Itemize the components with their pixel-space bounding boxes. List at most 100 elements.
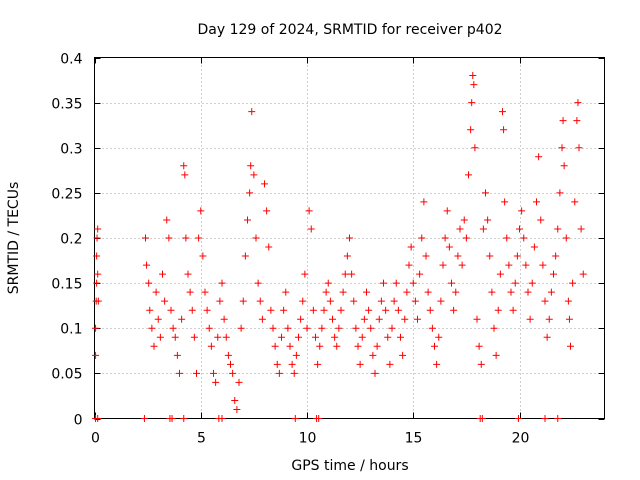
data-point <box>150 342 158 350</box>
data-point <box>188 306 196 314</box>
data-point <box>182 234 190 242</box>
data-point <box>250 171 258 179</box>
data-point <box>418 234 426 242</box>
data-point <box>556 189 564 197</box>
data-point <box>280 306 288 314</box>
data-point <box>547 288 555 296</box>
data-point <box>145 279 153 287</box>
data-point <box>565 315 573 323</box>
data-point <box>416 270 424 278</box>
zero-marker <box>291 415 299 422</box>
data-points <box>92 72 587 413</box>
data-point <box>224 351 232 359</box>
data-point <box>365 306 373 314</box>
data-point <box>465 171 472 179</box>
data-point <box>316 342 324 350</box>
data-point <box>433 360 441 368</box>
y-axis-label: SRMTID / TECUs <box>6 182 22 295</box>
data-point <box>574 99 582 107</box>
data-point <box>329 315 336 323</box>
zero-marker <box>140 415 148 422</box>
data-point <box>161 297 169 305</box>
data-point <box>244 216 251 224</box>
data-point <box>454 252 462 260</box>
data-point <box>305 207 313 215</box>
data-point <box>426 306 434 314</box>
data-point <box>456 225 464 233</box>
data-point <box>573 117 581 125</box>
data-point <box>203 306 211 314</box>
data-point <box>343 252 351 260</box>
data-point <box>579 270 587 278</box>
data-point <box>567 342 574 350</box>
data-point <box>562 234 570 242</box>
data-point <box>360 315 368 323</box>
data-point <box>163 216 171 224</box>
data-point <box>403 288 411 296</box>
x-tick-label: 15 <box>405 431 423 447</box>
data-point <box>414 315 421 323</box>
data-point <box>193 369 200 377</box>
data-point <box>252 234 260 242</box>
data-point <box>248 108 256 116</box>
data-point <box>295 333 302 341</box>
data-point <box>348 270 356 278</box>
x-tick-label: 10 <box>299 431 317 447</box>
data-point <box>554 225 562 233</box>
data-point <box>261 180 268 188</box>
y-tick-label: 0.15 <box>51 277 82 293</box>
zero-marker <box>478 415 486 422</box>
data-point <box>180 162 188 170</box>
data-point <box>471 144 479 152</box>
y-tick-label: 0.2 <box>60 232 82 248</box>
data-point <box>486 252 494 260</box>
data-point <box>290 369 298 377</box>
data-point <box>399 351 407 359</box>
x-tick-label: 5 <box>197 431 206 447</box>
data-point <box>335 324 343 332</box>
data-point <box>431 342 438 350</box>
data-point <box>148 324 156 332</box>
data-point <box>437 297 445 305</box>
data-point <box>93 279 101 287</box>
zero-marker <box>94 415 102 422</box>
data-point <box>479 225 487 233</box>
data-point <box>394 306 402 314</box>
data-point <box>178 315 186 323</box>
data-point <box>543 333 551 341</box>
data-point <box>165 234 173 242</box>
data-point <box>390 297 398 305</box>
data-point <box>284 324 292 332</box>
data-point <box>526 315 534 323</box>
data-point <box>239 297 247 305</box>
data-point <box>577 225 585 233</box>
data-point <box>297 315 305 323</box>
data-point <box>197 207 205 215</box>
data-point <box>509 306 517 314</box>
data-point <box>152 288 160 296</box>
data-point <box>384 333 392 341</box>
data-point <box>312 333 319 341</box>
data-point <box>93 234 101 242</box>
data-point <box>499 108 506 116</box>
data-point <box>496 270 504 278</box>
data-point <box>258 315 266 323</box>
data-point <box>513 252 521 260</box>
data-point <box>269 324 277 332</box>
data-point <box>516 225 523 233</box>
data-point <box>337 306 345 314</box>
data-point <box>358 333 366 341</box>
data-point <box>333 342 341 350</box>
data-point <box>156 333 164 341</box>
data-point <box>309 306 317 314</box>
data-point <box>292 351 300 359</box>
data-point <box>524 288 532 296</box>
data-point <box>490 324 498 332</box>
zero-marker <box>541 415 549 422</box>
data-point <box>184 270 192 278</box>
data-point <box>142 234 149 242</box>
data-point <box>318 324 326 332</box>
data-point <box>205 324 213 332</box>
data-point <box>350 297 358 305</box>
